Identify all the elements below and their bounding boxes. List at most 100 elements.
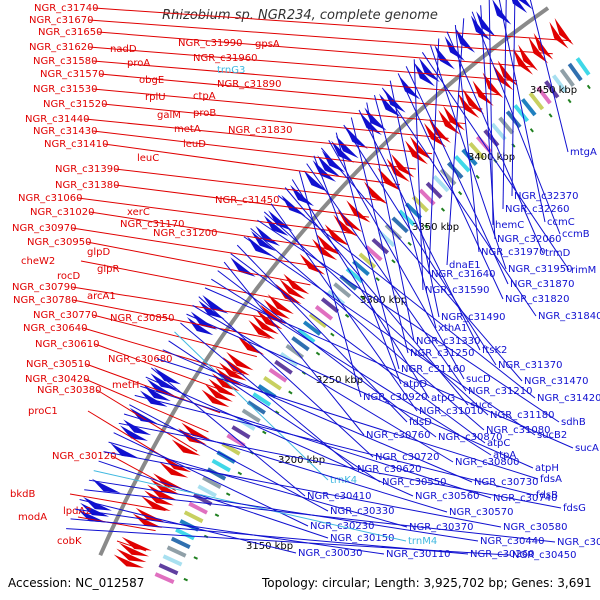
gene-label-mid: NGR_c31450 — [215, 195, 280, 206]
leader-line-left — [116, 540, 147, 552]
gene-label-right: NGR_c30570 — [449, 507, 514, 518]
forward-gene-arrow — [279, 278, 306, 300]
forward-gene-arrow — [159, 461, 189, 478]
leader-line-right — [174, 331, 329, 481]
gene-label-right: NGR_c30760 — [366, 430, 431, 441]
leader-line-right — [413, 59, 424, 291]
gene-label-right: ccmB — [562, 229, 590, 240]
feature-band-segment — [490, 122, 507, 141]
leader-line-left — [92, 314, 257, 358]
gene-label-right: NGR_c31160 — [401, 364, 466, 375]
scale-tick — [225, 492, 231, 497]
scale-tick — [407, 241, 412, 246]
forward-gene-arrow — [518, 44, 539, 71]
forward-gene-arrow — [549, 21, 569, 49]
feature-band-segment — [468, 141, 485, 160]
reverse-gene-arrow — [230, 257, 256, 277]
scale-tick — [262, 430, 267, 435]
leader-line-left — [77, 516, 156, 532]
leader-line-right — [79, 498, 297, 554]
reverse-gene-arrow — [119, 425, 148, 441]
forward-gene-arrow — [533, 33, 554, 60]
leader-line-right — [328, 140, 465, 380]
scale-tick — [586, 84, 591, 90]
forward-gene-arrow — [316, 233, 342, 256]
leader-line-right — [180, 322, 356, 470]
forward-gene-arrow — [181, 422, 210, 440]
gene-label-right: NGR_c31840 — [538, 311, 600, 322]
gene-label-mid: nadD — [110, 44, 137, 55]
accession-label: Accession: NC_012587 — [8, 576, 145, 590]
feature-band-segment — [221, 441, 241, 456]
leader-line-right — [236, 244, 408, 423]
gene-label-right: ftsK2 — [482, 345, 507, 356]
feature-band-segment — [371, 237, 390, 255]
leader-line-left — [114, 184, 369, 218]
gene-label-right: NGR_c30450 — [512, 550, 577, 561]
forward-gene-arrow — [492, 64, 514, 91]
gene-label-right: NGR_c30870 — [438, 432, 503, 443]
feature-band-segment — [352, 259, 370, 276]
forward-gene-arrow — [377, 167, 401, 191]
gene-label-mid: NGR_c31170 — [120, 219, 185, 230]
scale-tick — [237, 471, 243, 476]
gene-label-left: NGR_c31520 — [43, 99, 108, 110]
reverse-gene-arrow — [359, 112, 382, 136]
gene-label-right: sucB2 — [537, 430, 567, 441]
feature-band-segment — [241, 408, 261, 423]
gene-label-right: NGR_c31210 — [468, 386, 533, 397]
gene-label-mid: NGR_c31960 — [193, 53, 258, 64]
forward-gene-arrow — [153, 473, 183, 489]
leader-line-left — [114, 168, 385, 202]
gene-label-right: NGR_c30330 — [330, 506, 395, 517]
gene-label-mid: rocD — [57, 271, 81, 282]
gene-label-right: NGR_c32260 — [505, 204, 570, 215]
forward-gene-arrow — [132, 513, 163, 528]
leader-line-left — [92, 88, 466, 125]
feature-band-segment — [333, 282, 352, 299]
forward-gene-arrow — [119, 542, 150, 557]
leader-line-right — [129, 404, 329, 512]
gene-label-right: NGR_c32060 — [497, 234, 562, 245]
gene-label-left: NGR_c30640 — [23, 323, 88, 334]
gene-label-left: NGR_c30510 — [26, 359, 91, 370]
gene-label-mid: obgE — [139, 75, 164, 86]
forward-gene-arrow — [267, 294, 294, 315]
leader-line-left — [82, 327, 245, 376]
gene-label-right: NGR_c30560 — [415, 491, 480, 502]
forward-gene-arrow — [204, 384, 233, 402]
feature-band-segment — [575, 57, 591, 76]
feature-band-segment — [314, 305, 334, 321]
forward-gene-arrow — [337, 209, 363, 232]
leader-line-left — [71, 227, 325, 269]
gene-label-right: mtgA — [570, 147, 597, 158]
gene-label-right: NGR_c31080 — [486, 425, 551, 436]
leader-line-left — [87, 410, 187, 472]
forward-gene-arrow — [211, 373, 240, 392]
gene-label-right: NGR_c31370 — [498, 360, 563, 371]
leader-line-right — [88, 479, 479, 542]
gene-label-right: rimM — [571, 265, 596, 276]
leader-line-right — [488, 0, 494, 226]
gene-label-left: NGR_c30970 — [12, 223, 77, 234]
gene-label-right: NGR_c30730 — [474, 477, 539, 488]
gene-label-mid: leuC — [137, 153, 159, 164]
gene-label-left: NGR_c30950 — [27, 237, 92, 248]
gene-label-right: NGR_c30740 — [493, 493, 558, 504]
gene-label-left: NGR_c31580 — [33, 56, 98, 67]
leader-line-right — [145, 376, 414, 497]
reverse-gene-arrow — [143, 384, 171, 402]
leader-line-right — [374, 95, 437, 329]
forward-gene-arrow — [443, 105, 465, 131]
scale-tick — [375, 277, 380, 282]
reverse-gene-arrow — [153, 367, 182, 385]
gene-label-mid: gpsA — [255, 39, 280, 50]
gene-label-left: NGR_c31530 — [33, 84, 98, 95]
feature-band-segment — [513, 104, 530, 123]
gene-label-right: NGR_c32370 — [514, 191, 579, 202]
feature-band-segment — [231, 425, 251, 440]
gene-label-right: NGR_c30440 — [480, 536, 545, 547]
leader-line-left — [89, 211, 340, 251]
gene-label-right: dnaE1 — [449, 260, 481, 271]
gene-label-right: NGR_c31590 — [425, 285, 490, 296]
